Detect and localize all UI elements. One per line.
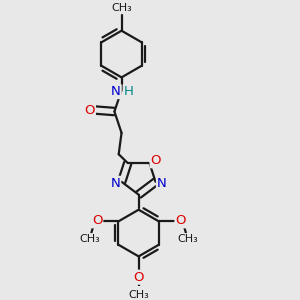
Text: CH₃: CH₃ [177,234,198,244]
Text: N: N [157,177,167,190]
Text: H: H [124,85,134,98]
Text: N: N [110,177,120,190]
Text: CH₃: CH₃ [111,3,132,13]
Text: O: O [176,214,186,227]
Text: O: O [92,214,102,227]
Text: CH₃: CH₃ [80,234,100,244]
Text: O: O [151,154,161,167]
Text: N: N [111,85,121,98]
Text: CH₃: CH₃ [128,290,149,300]
Text: O: O [84,103,95,117]
Text: O: O [134,271,144,284]
